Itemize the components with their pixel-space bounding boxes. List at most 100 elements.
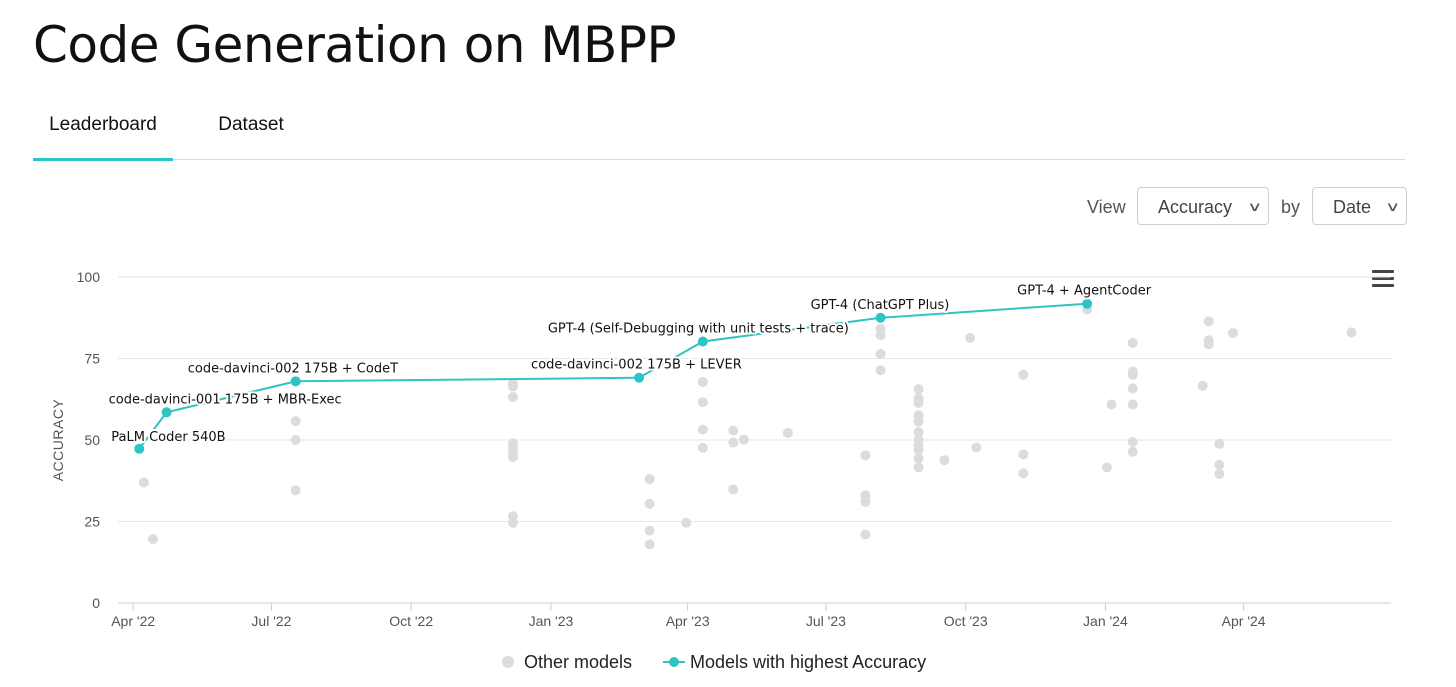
other-model-point[interactable] [1018,449,1029,460]
other-model-point[interactable] [875,348,886,359]
other-model-point[interactable] [913,384,924,395]
other-model-point[interactable] [1228,328,1239,339]
other-model-point[interactable] [1214,459,1225,470]
other-model-point[interactable] [971,442,982,453]
hamburger-menu-icon[interactable] [1372,270,1394,288]
legend-other-marker [502,656,514,668]
y-tick-label: 75 [84,351,100,367]
other-model-point[interactable] [1346,327,1357,338]
sota-point-label: PaLM Coder 540B [111,430,225,445]
view-select-value: Accuracy [1158,197,1233,217]
other-model-point[interactable] [1214,438,1225,449]
view-select[interactable]: Accuracy ∨ [1137,187,1269,225]
y-tick-label: 25 [84,514,100,530]
other-model-point[interactable] [290,435,301,445]
chart-legend: Other models Models with highest Accurac… [502,652,926,672]
other-model-point[interactable] [860,496,871,507]
sota-model-point[interactable] [634,372,645,383]
x-tick-label: Jan '24 [1083,613,1128,629]
other-model-point[interactable] [697,442,708,453]
other-model-point[interactable] [1127,369,1138,380]
by-select[interactable]: Date ∨ [1312,187,1407,225]
page-title: Code Generation on MBPP [33,16,677,74]
x-tick-label: Oct '22 [389,613,433,629]
other-model-point[interactable] [965,332,976,343]
other-model-point[interactable] [507,381,518,392]
sota-model-point[interactable] [875,312,886,323]
chevron-down-icon: ∨ [1247,199,1263,214]
other-model-point[interactable] [913,427,924,438]
other-model-point[interactable] [1106,399,1117,410]
x-tick-label: Apr '24 [1222,613,1266,629]
other-model-point[interactable] [860,529,871,540]
y-tick-label: 100 [77,269,101,285]
other-model-point[interactable] [782,427,793,438]
tab-dataset[interactable]: Dataset [218,114,284,135]
y-tick-label: 0 [92,595,100,611]
other-model-point[interactable] [728,437,739,448]
other-model-point[interactable] [1018,369,1029,380]
other-model-point[interactable] [1018,468,1029,479]
other-model-point[interactable] [697,397,708,408]
other-model-point[interactable] [875,330,886,341]
y-tick-label: 50 [84,432,100,448]
other-model-point[interactable] [1127,446,1138,457]
other-model-point[interactable] [913,444,924,455]
other-model-point[interactable] [1127,337,1138,348]
other-model-point[interactable] [681,517,692,528]
other-model-point[interactable] [507,391,518,402]
other-model-point[interactable] [644,525,655,536]
other-model-point[interactable] [875,365,886,376]
other-model-point[interactable] [738,434,749,445]
by-select-value: Date [1333,197,1372,217]
x-tick-label: Jul '22 [251,613,291,629]
other-model-point[interactable] [860,450,871,461]
other-model-point[interactable] [1127,399,1138,410]
tab-leaderboard[interactable]: Leaderboard [33,100,173,161]
legend-other-label[interactable]: Other models [524,652,632,672]
other-model-point[interactable] [1203,316,1214,327]
other-model-point[interactable] [1127,436,1138,447]
x-tick-label: Apr '22 [111,613,155,629]
x-tick-label: Jan '23 [529,613,574,629]
sota-point-label: GPT-4 + AgentCoder [1017,284,1152,299]
sota-point-label: code-davinci-002 175B + LEVER [531,358,742,373]
other-model-point[interactable] [697,424,708,435]
other-model-point[interactable] [1197,380,1208,391]
sota-point-label: code-davinci-002 175B + CodeT [188,361,398,376]
sota-model-point[interactable] [134,443,145,454]
other-model-point[interactable] [913,462,924,473]
tab-bar: Leaderboard Dataset [33,100,1405,161]
chevron-down-icon: ∨ [1385,199,1401,214]
sota-model-point[interactable] [290,376,301,387]
sota-point-label: GPT-4 (ChatGPT Plus) [811,298,950,313]
other-model-point[interactable] [1101,462,1112,473]
sota-model-point[interactable] [697,336,708,347]
sota-model-point[interactable] [1082,298,1093,309]
other-model-point[interactable] [697,376,708,387]
other-model-point[interactable] [644,539,655,550]
x-tick-label: Jul '23 [806,613,846,629]
other-model-point[interactable] [147,534,158,545]
other-model-point[interactable] [1127,383,1138,394]
other-model-point[interactable] [507,451,518,462]
other-model-point[interactable] [1203,339,1214,350]
other-model-point[interactable] [507,517,518,528]
other-model-point[interactable] [913,416,924,427]
other-model-point[interactable] [913,397,924,408]
other-model-point[interactable] [939,455,950,466]
other-model-point[interactable] [728,484,739,495]
other-model-point[interactable] [644,498,655,509]
other-model-point[interactable] [290,416,301,427]
other-model-point[interactable] [913,453,924,464]
legend-sota-label[interactable]: Models with highest Accuracy [690,652,926,672]
other-model-point[interactable] [1214,468,1225,479]
legend-sota-marker [669,657,679,667]
other-model-point[interactable] [138,477,149,488]
sota-model-point[interactable] [161,407,172,418]
other-model-point[interactable] [290,485,301,496]
x-tick-label: Apr '23 [666,613,710,629]
other-model-point[interactable] [644,474,655,485]
other-model-point[interactable] [728,425,739,436]
